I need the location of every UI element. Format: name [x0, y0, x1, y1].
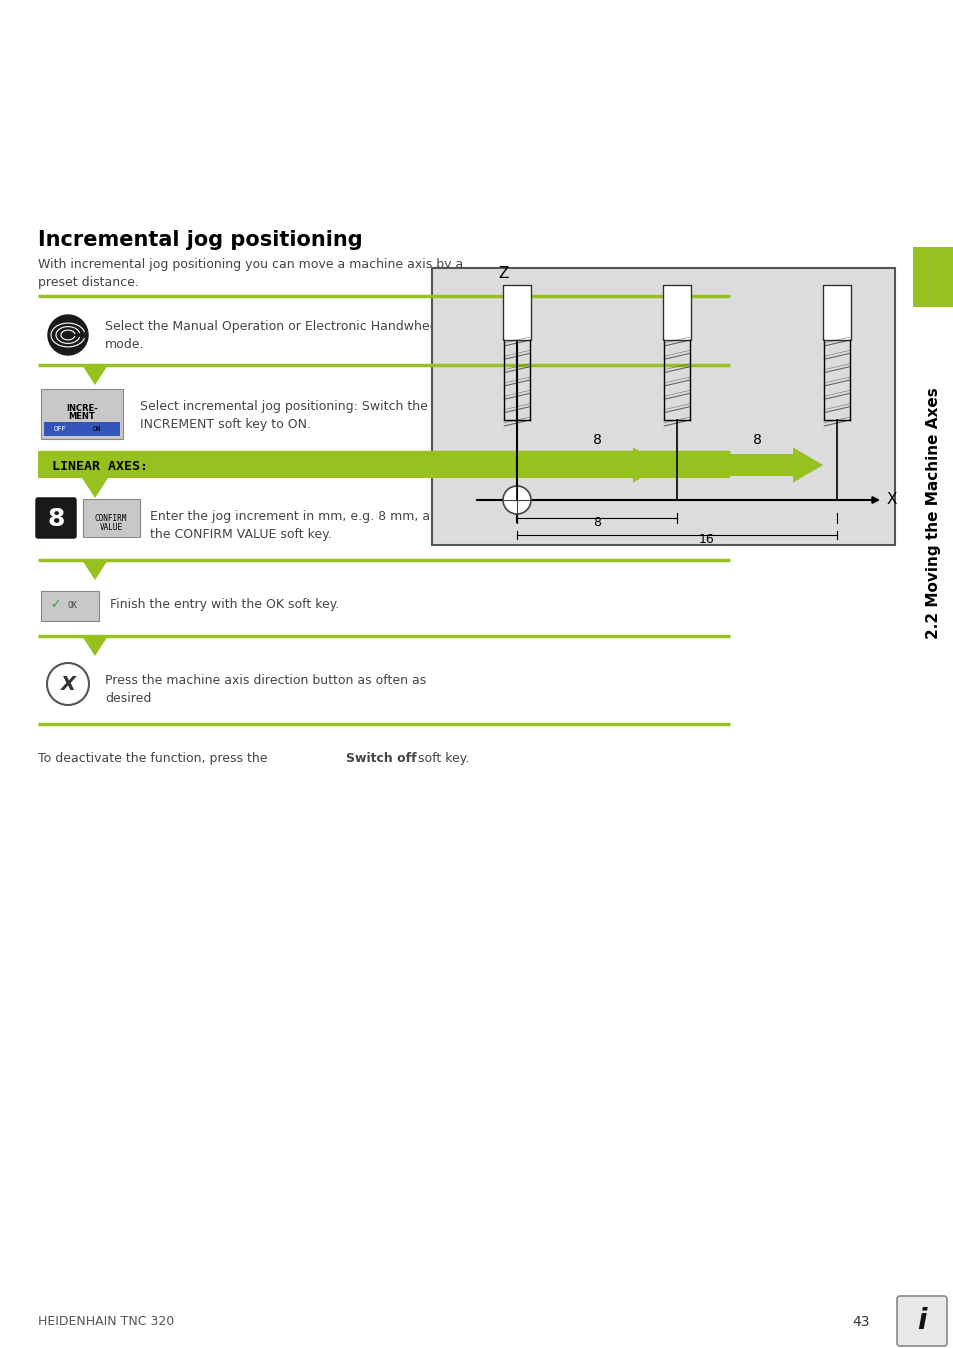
Polygon shape	[633, 448, 662, 483]
Text: ON: ON	[92, 426, 101, 431]
Text: OFF: OFF	[53, 426, 67, 431]
Text: HEIDENHAIN TNC 320: HEIDENHAIN TNC 320	[38, 1316, 174, 1328]
FancyBboxPatch shape	[83, 499, 140, 537]
Polygon shape	[82, 636, 108, 656]
Circle shape	[47, 663, 89, 705]
FancyBboxPatch shape	[38, 452, 729, 479]
Text: Incremental jog positioning: Incremental jog positioning	[38, 231, 362, 249]
Polygon shape	[82, 479, 108, 497]
Text: X: X	[886, 492, 897, 507]
Text: ✓: ✓	[50, 599, 60, 612]
Text: VALUE: VALUE	[99, 523, 122, 532]
FancyBboxPatch shape	[912, 247, 953, 307]
FancyBboxPatch shape	[44, 422, 120, 435]
Text: 8: 8	[592, 433, 600, 448]
Text: 8: 8	[48, 507, 65, 531]
FancyBboxPatch shape	[896, 1295, 946, 1347]
Text: Z: Z	[498, 266, 509, 280]
Text: 8: 8	[752, 433, 760, 448]
FancyBboxPatch shape	[662, 284, 690, 340]
Text: LINEAR AXES:: LINEAR AXES:	[52, 460, 148, 473]
Text: Enter the jog increment in mm, e.g. 8 mm, and press
the CONFIRM VALUE soft key.: Enter the jog increment in mm, e.g. 8 mm…	[150, 510, 483, 541]
Text: Select the Manual Operation or Electronic Handwheel
mode.: Select the Manual Operation or Electroni…	[105, 319, 440, 350]
FancyBboxPatch shape	[432, 268, 894, 545]
Text: i: i	[916, 1308, 925, 1335]
FancyBboxPatch shape	[531, 454, 633, 476]
Text: Finish the entry with the OK soft key.: Finish the entry with the OK soft key.	[110, 599, 339, 611]
Polygon shape	[792, 448, 822, 483]
Circle shape	[502, 487, 531, 514]
Polygon shape	[82, 559, 108, 580]
Text: OK: OK	[67, 600, 77, 609]
Text: Press the machine axis direction button as often as
desired: Press the machine axis direction button …	[105, 674, 426, 705]
Text: soft key.: soft key.	[414, 752, 469, 766]
FancyBboxPatch shape	[822, 284, 850, 340]
Text: 2.2 Moving the Machine Axes: 2.2 Moving the Machine Axes	[925, 387, 940, 639]
Polygon shape	[82, 365, 108, 386]
Text: Switch off: Switch off	[346, 752, 416, 766]
Text: 43: 43	[851, 1316, 868, 1329]
Text: X: X	[60, 674, 75, 693]
Text: 16: 16	[699, 532, 714, 546]
Text: 8: 8	[593, 516, 600, 528]
FancyBboxPatch shape	[502, 284, 531, 340]
Text: To deactivate the function, press the: To deactivate the function, press the	[38, 752, 272, 766]
FancyBboxPatch shape	[41, 590, 99, 621]
FancyBboxPatch shape	[36, 497, 76, 538]
FancyBboxPatch shape	[690, 454, 792, 476]
Text: INCRE-: INCRE-	[66, 404, 98, 412]
FancyBboxPatch shape	[41, 390, 123, 439]
Text: MENT: MENT	[69, 412, 95, 421]
Text: CONFIRM: CONFIRM	[94, 514, 127, 523]
Circle shape	[48, 315, 88, 355]
Text: With incremental jog positioning you can move a machine axis by a
preset distanc: With incremental jog positioning you can…	[38, 257, 463, 288]
Text: Select incremental jog positioning: Switch the
INCREMENT soft key to ON.: Select incremental jog positioning: Swit…	[140, 400, 428, 431]
